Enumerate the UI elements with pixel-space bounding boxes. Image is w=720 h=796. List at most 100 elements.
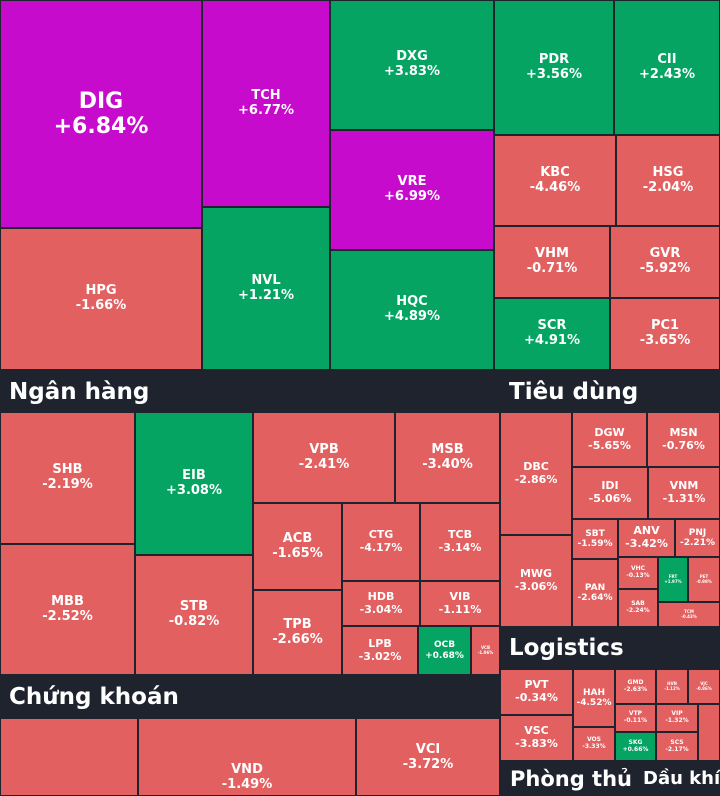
tile-change: -3.40%: [422, 456, 473, 472]
tile-SCR[interactable]: SCR +4.91%: [494, 298, 610, 370]
sector-header-dau-khi: Dầu khí: [637, 761, 720, 796]
tile-HSG[interactable]: HSG -2.04%: [616, 135, 720, 226]
tile-VSC[interactable]: VSC -3.83%: [500, 715, 573, 761]
tile-HPG[interactable]: HPG -1.66%: [0, 228, 202, 370]
tile-VTP[interactable]: VTP -0.11%: [615, 704, 656, 732]
tile-DBC[interactable]: DBC -2.86%: [500, 412, 572, 535]
tile-ACB[interactable]: ACB -1.65%: [253, 503, 342, 590]
tile-STB[interactable]: STB -0.82%: [135, 555, 253, 675]
tile-change: -2.17%: [665, 745, 689, 753]
tile-PAN[interactable]: PAN -2.64%: [572, 559, 618, 627]
tile-change: +3.08%: [166, 482, 222, 498]
tile-CII[interactable]: CII +2.43%: [614, 0, 720, 135]
tile-HVN[interactable]: HVN -1.12%: [656, 669, 688, 704]
tile-FRT[interactable]: FRT +1.97%: [658, 557, 688, 602]
tile-CTG[interactable]: CTG -4.17%: [342, 503, 420, 581]
tile-VRE[interactable]: VRE +6.99%: [330, 130, 494, 250]
tile-VHM[interactable]: VHM -0.71%: [494, 226, 610, 298]
tile-symbol: EIB: [182, 467, 206, 483]
tile-PDR[interactable]: PDR +3.56%: [494, 0, 614, 135]
tile-unlabeled-securities[interactable]: [0, 718, 138, 796]
tile-change: -2.41%: [298, 456, 350, 472]
tile-change: +3.83%: [384, 64, 440, 79]
tile-PET[interactable]: PET -0.98%: [688, 557, 720, 602]
tile-change: +0.68%: [425, 650, 464, 661]
tile-KBC[interactable]: KBC -4.46%: [494, 135, 616, 226]
tile-SBT[interactable]: SBT -1.59%: [572, 519, 618, 559]
tile-change: +6.84%: [53, 114, 149, 139]
tile-VPB[interactable]: VPB -2.41%: [253, 412, 395, 503]
tile-change: -0.71%: [526, 261, 578, 276]
tile-change: -3.04%: [359, 602, 403, 616]
tile-DIG[interactable]: DIG +6.84%: [0, 0, 202, 228]
tile-OCB[interactable]: OCB +0.68%: [418, 626, 471, 675]
tile-HAH[interactable]: HAH -4.52%: [573, 669, 615, 727]
tile-NVL[interactable]: NVL +1.21%: [202, 207, 330, 370]
tile-VIB[interactable]: VIB -1.11%: [420, 581, 500, 626]
tile-symbol: ANV: [633, 524, 660, 538]
tile-symbol: TPB: [283, 616, 312, 632]
tile-VJC[interactable]: VJC -0.86%: [688, 669, 720, 704]
tile-change: -2.64%: [577, 593, 613, 603]
tile-VCB[interactable]: VCB -1.06%: [471, 626, 500, 675]
tile-symbol: NVL: [251, 272, 281, 288]
tile-PC1[interactable]: PC1 -3.65%: [610, 298, 720, 370]
tile-SCS[interactable]: SCS -2.17%: [656, 732, 698, 761]
tile-PNJ[interactable]: PNJ -2.21%: [675, 519, 720, 557]
tile-ANV[interactable]: ANV -3.42%: [618, 519, 675, 557]
tile-symbol: TCH: [251, 87, 281, 103]
tile-MSN[interactable]: MSN -0.76%: [647, 412, 720, 467]
tile-DXG[interactable]: DXG +3.83%: [330, 0, 494, 130]
tile-symbol: GVR: [649, 246, 681, 262]
tile-change: -1.12%: [664, 685, 680, 691]
tile-symbol: SAB: [631, 600, 645, 608]
tile-IDI[interactable]: IDI -5.06%: [572, 467, 648, 519]
tile-MSB[interactable]: MSB -3.40%: [395, 412, 500, 503]
tile-TCB[interactable]: TCB -3.14%: [420, 503, 500, 581]
tile-change: -2.86%: [514, 472, 558, 486]
tile-MWG[interactable]: MWG -3.06%: [500, 535, 572, 627]
tile-symbol: VSC: [524, 724, 549, 738]
tile-symbol: VOS: [587, 736, 601, 744]
tile-change: +4.91%: [524, 333, 580, 348]
tile-LPB[interactable]: LPB -3.02%: [342, 626, 418, 675]
tile-TCM[interactable]: TCM -0.43%: [658, 602, 720, 627]
tile-VOS[interactable]: VOS -3.33%: [573, 727, 615, 761]
tile-small-logistics[interactable]: [698, 704, 720, 761]
sector-header-chung-khoan: Chứng khoán: [0, 676, 500, 718]
tile-symbol: HQC: [396, 294, 428, 310]
sector-header-logistics: Logistics: [500, 627, 720, 669]
tile-symbol: PVT: [524, 678, 549, 692]
tile-SAB[interactable]: SAB -2.24%: [618, 589, 658, 627]
tile-change: -2.52%: [42, 608, 93, 624]
tile-VIP[interactable]: VIP -1.32%: [656, 704, 698, 732]
tile-change: -2.63%: [623, 685, 648, 693]
tile-VHC[interactable]: VHC -0.13%: [618, 557, 658, 589]
tile-GMD[interactable]: GMD -2.63%: [615, 669, 656, 704]
tile-DGW[interactable]: DGW -5.65%: [572, 412, 647, 467]
tile-symbol: PDR: [538, 51, 570, 67]
tile-TCH[interactable]: TCH +6.77%: [202, 0, 330, 207]
tile-change: -2.19%: [42, 477, 93, 492]
tile-SKG[interactable]: SKG +0.66%: [615, 732, 656, 761]
tile-change: +3.56%: [526, 66, 582, 82]
tile-HQC[interactable]: HQC +4.89%: [330, 250, 494, 370]
tile-VND[interactable]: VND -1.49%: [138, 718, 356, 796]
tile-HDB[interactable]: HDB -3.04%: [342, 581, 420, 626]
tile-GVR[interactable]: GVR -5.92%: [610, 226, 720, 298]
tile-symbol: MSN: [669, 425, 698, 439]
tile-symbol: HPG: [85, 283, 117, 299]
tile-MBB[interactable]: MBB -2.52%: [0, 544, 135, 675]
tile-VNM[interactable]: VNM -1.31%: [648, 467, 720, 519]
tile-PVT[interactable]: PVT -0.34%: [500, 669, 573, 715]
tile-EIB[interactable]: EIB +3.08%: [135, 412, 253, 555]
tile-change: -0.13%: [626, 572, 650, 579]
tile-symbol: LPB: [368, 636, 392, 650]
tile-change: -0.86%: [696, 685, 712, 691]
tile-symbol: HSG: [652, 164, 684, 180]
tile-symbol: IDI: [601, 479, 619, 493]
tile-VCI[interactable]: VCI -3.72%: [356, 718, 500, 796]
tile-TPB[interactable]: TPB -2.66%: [253, 590, 342, 675]
tile-SHB[interactable]: SHB -2.19%: [0, 412, 135, 544]
tile-symbol: VIP: [671, 710, 683, 718]
